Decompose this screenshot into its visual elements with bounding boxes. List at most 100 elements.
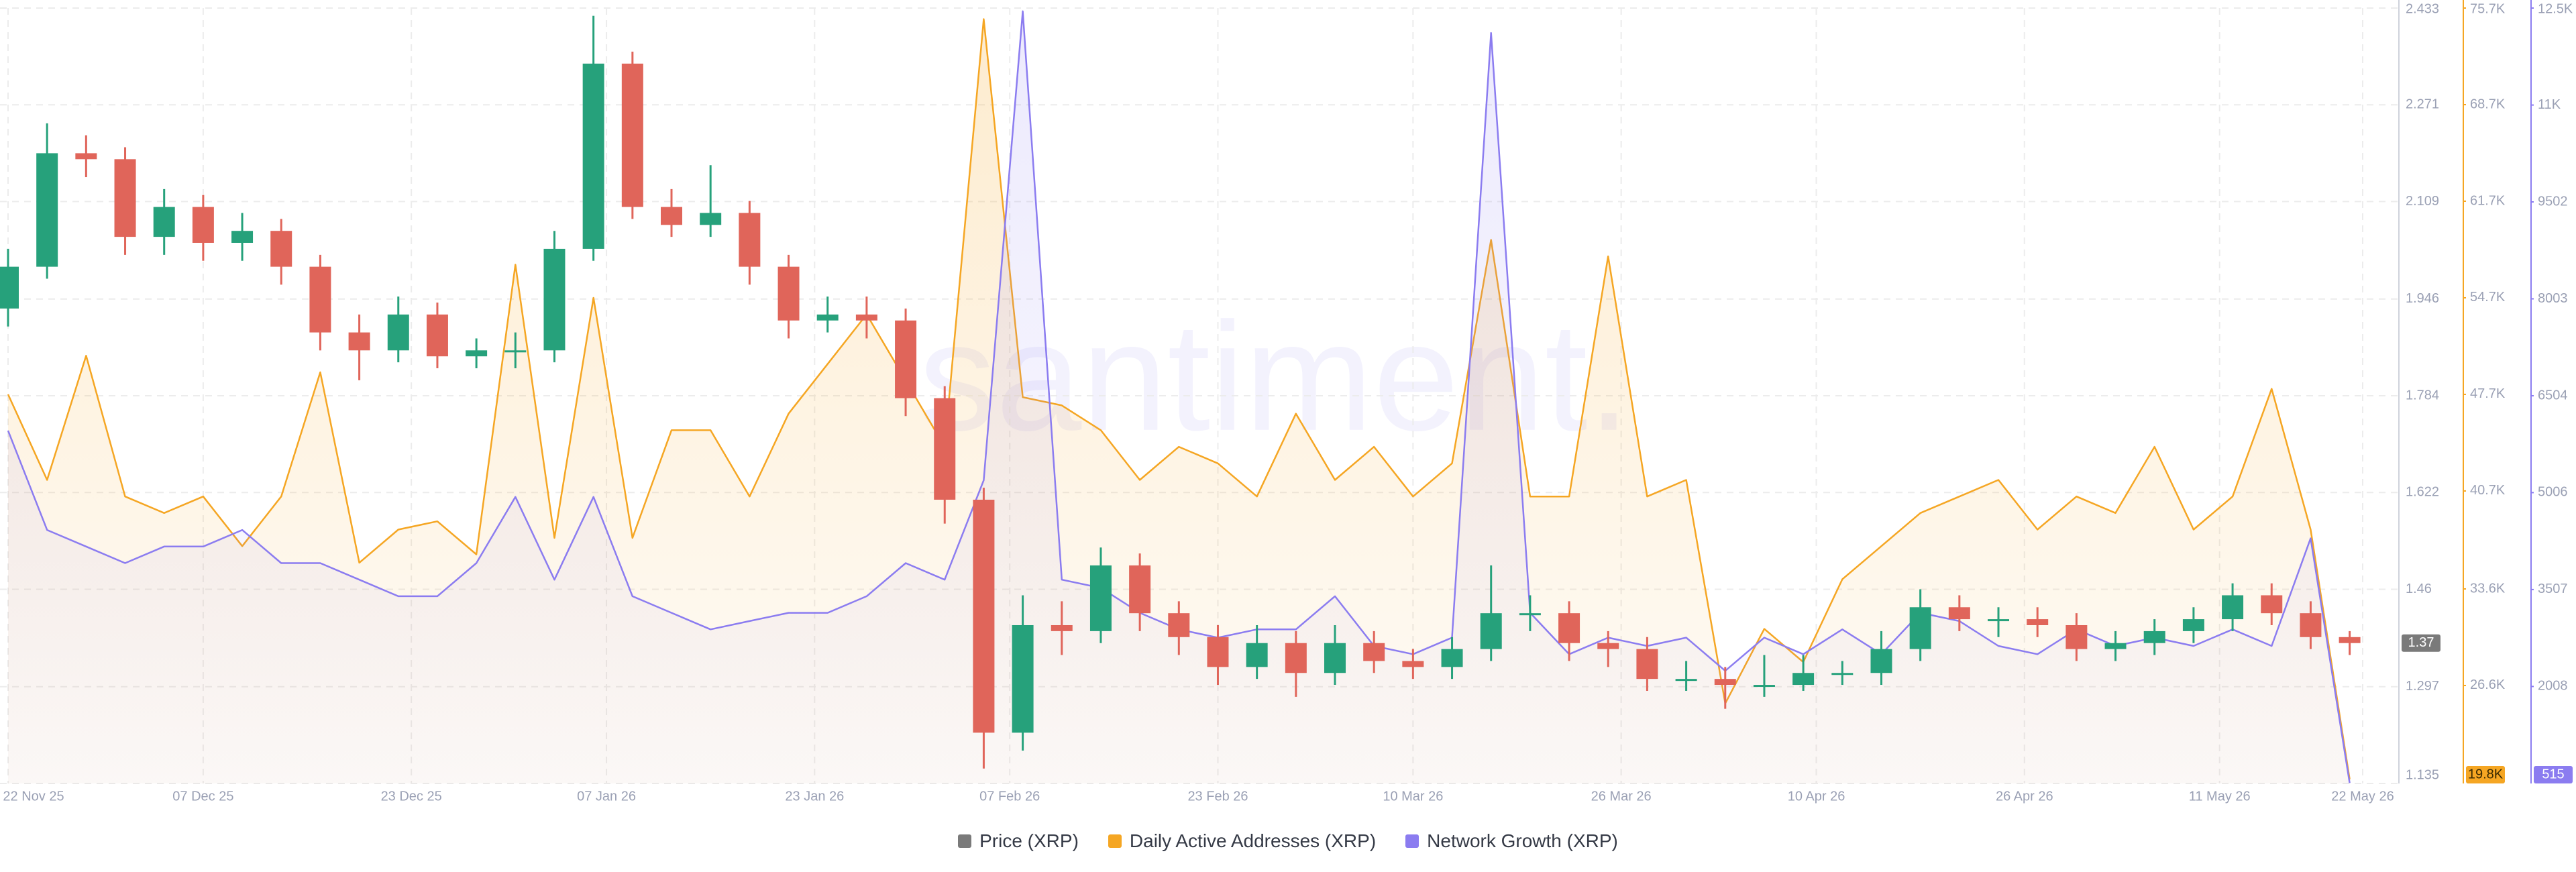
y-tick-label: 61.7K	[2470, 193, 2506, 208]
value-badge: 19.8K	[2466, 766, 2505, 783]
x-tick-label: 07 Jan 26	[577, 789, 636, 804]
candle-body	[1948, 607, 1970, 620]
candle-body	[348, 332, 370, 351]
candle-body	[387, 314, 409, 351]
y-tick-label: 12.5K	[2538, 1, 2573, 16]
badge-label: 19.8K	[2468, 767, 2504, 781]
candle-body	[1831, 673, 1854, 675]
candle-body	[2182, 619, 2204, 631]
y-tick-label: 2.271	[2406, 97, 2439, 112]
candle-body	[1168, 613, 1190, 637]
candle-body	[1480, 613, 1502, 649]
candle-body	[1636, 649, 1658, 679]
y-tick-label: 8003	[2538, 291, 2568, 306]
y-tick-label: 33.6K	[2470, 581, 2506, 596]
legend-item[interactable]: Daily Active Addresses (XRP)	[1108, 830, 1376, 852]
candle-body	[153, 207, 175, 237]
candle-body	[1519, 613, 1541, 616]
y-tick-label: 1.46	[2406, 582, 2432, 596]
legend-item[interactable]: Price (XRP)	[958, 830, 1079, 852]
y-tick-label: 26.6K	[2470, 677, 2506, 692]
badge-label: 515	[2542, 767, 2564, 781]
x-tick-label: 23 Jan 26	[785, 789, 844, 804]
x-tick-label: 22 Nov 25	[3, 789, 64, 804]
y-tick-label: 68.7K	[2470, 97, 2506, 111]
y-tick-label: 1.297	[2406, 679, 2439, 694]
x-tick-label: 26 Mar 26	[1591, 789, 1652, 804]
candle-body	[270, 231, 292, 267]
candle-body	[1012, 624, 1034, 733]
y-tick-label: 9502	[2538, 194, 2568, 209]
y-tick-label: 40.7K	[2470, 483, 2506, 498]
candle-body	[895, 320, 917, 398]
candle-body	[0, 266, 19, 309]
y-tick-label: 54.7K	[2470, 290, 2506, 305]
candle-body	[1792, 673, 1815, 686]
candle-body	[1285, 643, 1307, 673]
candle-body	[816, 314, 839, 321]
candle-body	[777, 266, 800, 321]
candle-body	[543, 248, 566, 351]
value-badge: 515	[2534, 766, 2573, 783]
candle-body	[2027, 619, 2049, 625]
candle-body	[1051, 624, 1073, 631]
x-tick-label: 26 Apr 26	[1996, 789, 2053, 804]
candle-body	[2104, 643, 2127, 649]
candle-body	[621, 63, 643, 207]
badge-bg	[2402, 634, 2440, 652]
legend-label: Network Growth (XRP)	[1427, 830, 1618, 851]
candle-body	[75, 153, 97, 160]
candle-body	[309, 266, 331, 333]
candle-body	[2261, 595, 2283, 614]
legend: Price (XRP) Daily Active Addresses (XRP) N…	[0, 830, 2576, 852]
candle-body	[1246, 643, 1268, 667]
candle-body	[2143, 631, 2165, 643]
candle-body	[1714, 679, 1736, 686]
candle-body	[2222, 595, 2244, 620]
legend-swatch	[1108, 834, 1122, 848]
candle-body	[1089, 565, 1112, 631]
candle-body	[582, 63, 604, 249]
y-tick-label: 2.109	[2406, 194, 2439, 209]
y-tick-label: 6504	[2538, 388, 2568, 402]
candle-body	[739, 213, 761, 267]
candle-body	[1129, 565, 1151, 614]
candle-body	[700, 213, 722, 225]
x-tick-label: 07 Dec 25	[172, 789, 233, 804]
y-tick-label: 3507	[2538, 582, 2568, 596]
candle-body	[855, 314, 877, 321]
x-tick-label: 07 Feb 26	[979, 789, 1040, 804]
candle-body	[1441, 649, 1463, 667]
candle-body	[466, 350, 488, 357]
candle-body	[504, 350, 527, 353]
candle-body	[661, 207, 683, 225]
candle-body	[1558, 613, 1580, 643]
y-tick-label: 1.946	[2406, 291, 2439, 306]
legend-swatch	[958, 834, 972, 848]
candle-body	[231, 231, 254, 243]
candle-body	[114, 159, 136, 237]
y-tick-label: 75.7K	[2470, 1, 2506, 16]
y-tick-label: 1.622	[2406, 485, 2439, 500]
candle-body	[426, 314, 448, 357]
candle-body	[934, 398, 956, 500]
y-tick-label: 1.784	[2406, 388, 2439, 402]
candle-body	[1753, 685, 1775, 688]
candle-body	[1363, 643, 1385, 661]
candle-body	[36, 153, 58, 267]
legend-swatch	[1405, 834, 1419, 848]
x-tick-label: 10 Mar 26	[1383, 789, 1443, 804]
legend-label: Price (XRP)	[979, 830, 1079, 851]
chart: santiment. 22 Nov 25 07 Dec 25 23 Dec 25 07…	[0, 0, 2573, 804]
candle-body	[1324, 643, 1346, 673]
area-line	[7, 18, 2351, 779]
candle-body	[2300, 613, 2322, 637]
candle-body	[2339, 637, 2361, 643]
x-tick-label: 22 May 26	[2331, 789, 2394, 804]
x-tick-label: 10 Apr 26	[1788, 789, 1845, 804]
candle-body	[1870, 649, 1892, 673]
badge-bg	[2534, 766, 2573, 783]
legend-item[interactable]: Network Growth (XRP)	[1405, 830, 1618, 852]
y-tick-label: 11K	[2538, 97, 2561, 112]
